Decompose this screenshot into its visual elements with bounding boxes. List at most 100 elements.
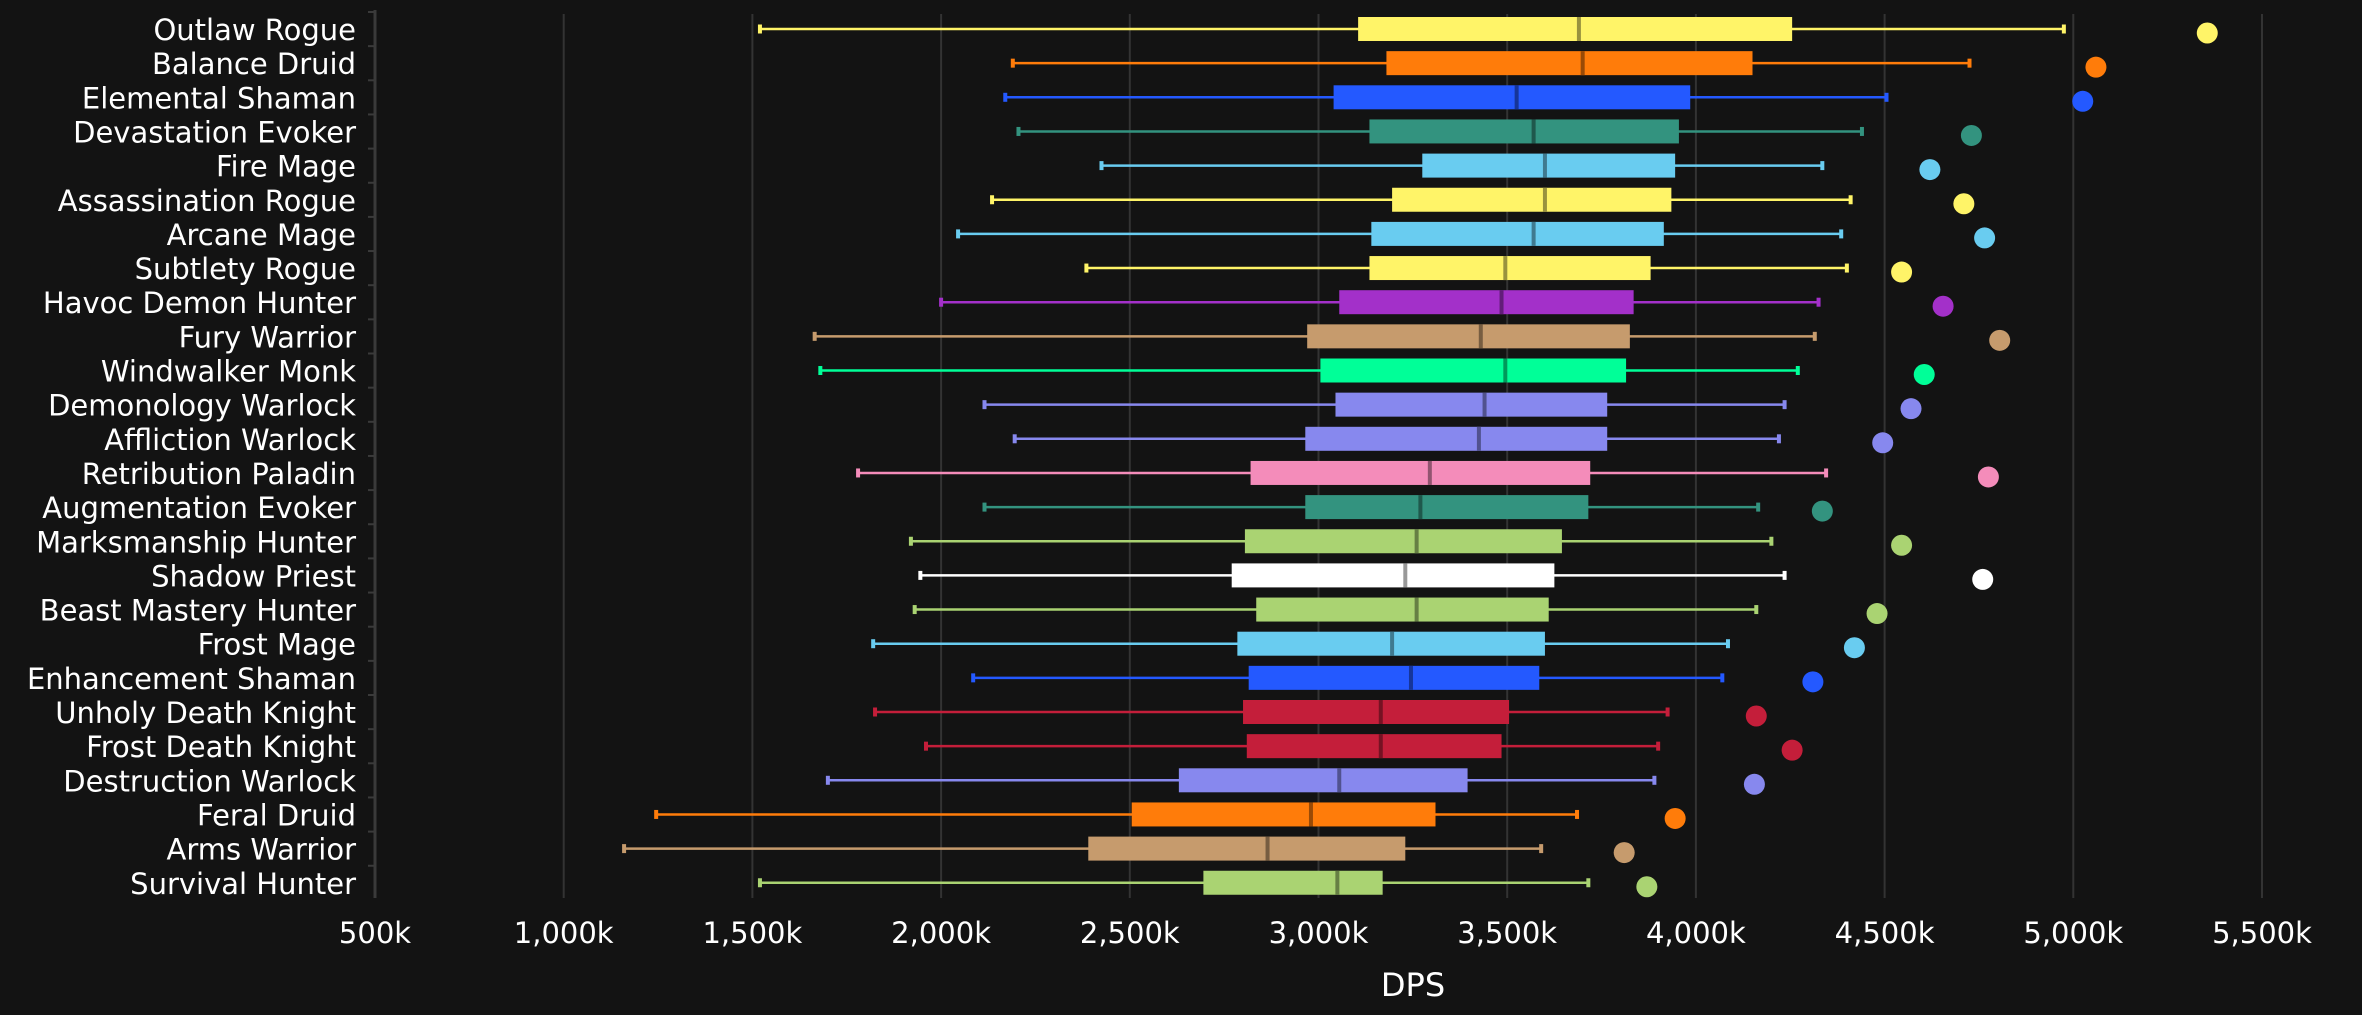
box-plot [654, 802, 1580, 827]
outlier-point [1636, 876, 1658, 898]
outlier-point [1913, 364, 1935, 385]
category-label: Enhancement Shaman [27, 662, 356, 696]
box-plot [908, 529, 1774, 554]
category-label: Assassination Rogue [58, 184, 356, 218]
box-plot [873, 700, 1670, 724]
outlier-point [1613, 842, 1635, 864]
category-label: Havoc Demon Hunter [43, 286, 356, 320]
outlier-point [1781, 739, 1803, 761]
outlier-point [1843, 637, 1865, 659]
y-axis-ticks [368, 11, 375, 867]
outlier-points [1613, 22, 2218, 898]
box-plot [990, 187, 1853, 212]
outlier-point [2085, 56, 2107, 78]
box-plot [818, 358, 1800, 383]
category-label: Demonology Warlock [48, 389, 356, 423]
iqr-box [1339, 290, 1634, 315]
outlier-point [1919, 159, 1941, 181]
outlier-point [1974, 227, 1996, 249]
box-plot [856, 460, 1829, 485]
iqr-box [1250, 460, 1591, 485]
outlier-point [1743, 773, 1765, 795]
box-plot [918, 563, 1787, 588]
x-tick-label: 4,000k [1646, 916, 1746, 950]
iqr-box [1369, 119, 1679, 144]
category-label: Outlaw Rogue [153, 13, 356, 47]
iqr-box [1307, 324, 1630, 349]
x-tick-label: 500k [339, 916, 411, 950]
iqr-box [1248, 665, 1540, 690]
iqr-box [1243, 700, 1510, 724]
category-label: Marksmanship Hunter [36, 525, 356, 559]
x-tick-label: 3,500k [1457, 916, 1557, 950]
box-plot [971, 665, 1725, 690]
iqr-box [1358, 17, 1793, 41]
outlier-point [1872, 432, 1894, 454]
iqr-box [1131, 802, 1436, 827]
outlier-point [1891, 534, 1913, 556]
box-plot [622, 836, 1544, 861]
outlier-point [2196, 22, 2218, 44]
iqr-box [1305, 426, 1608, 451]
iqr-box [1256, 597, 1549, 622]
iqr-box [1088, 836, 1406, 861]
iqr-box [1246, 734, 1502, 759]
iqr-box [1305, 495, 1589, 520]
category-label: Augmentation Evoker [42, 491, 356, 525]
category-label: Beast Mastery Hunter [40, 594, 356, 628]
grid-lines [562, 14, 2263, 898]
category-label: Unholy Death Knight [55, 696, 356, 730]
iqr-box [1320, 358, 1627, 383]
category-label: Fury Warrior [179, 320, 357, 354]
category-label: Frost Death Knight [86, 730, 356, 764]
x-tick-label: 2,500k [1080, 916, 1180, 950]
box-plot [939, 290, 1821, 315]
outlier-point [1932, 295, 1954, 317]
iqr-box [1371, 221, 1664, 246]
x-tick-label: 1,500k [702, 916, 802, 950]
category-label: Survival Hunter [130, 867, 356, 901]
box-plot [1099, 153, 1825, 178]
box-plot [924, 734, 1661, 759]
box-plot [757, 870, 1591, 895]
box-plot [757, 17, 2066, 41]
category-label: Shadow Priest [151, 559, 356, 593]
category-label: Frost Mage [198, 628, 356, 662]
iqr-box [1392, 187, 1672, 212]
iqr-box [1369, 256, 1651, 281]
category-label: Affliction Warlock [104, 423, 356, 457]
outlier-point [1953, 193, 1975, 215]
box-plot [956, 221, 1844, 246]
x-tick-label: 1,000k [514, 916, 614, 950]
category-label: Subtlety Rogue [135, 252, 356, 286]
outlier-point [1977, 466, 1999, 488]
category-label: Feral Druid [197, 798, 356, 832]
box-plot [1084, 256, 1849, 281]
category-label: Balance Druid [152, 47, 356, 81]
outlier-point [1664, 807, 1686, 829]
category-label: Elemental Shaman [82, 81, 356, 115]
iqr-box [1231, 563, 1555, 588]
outlier-point [1811, 500, 1833, 522]
box-plot [1012, 426, 1781, 451]
x-tick-label: 2,000k [891, 916, 991, 950]
x-tick-label: 4,500k [1835, 916, 1935, 950]
category-label: Destruction Warlock [63, 764, 356, 798]
box-plots [622, 17, 2066, 895]
outlier-point [2072, 90, 2094, 112]
iqr-box [1333, 85, 1691, 110]
outlier-point [1960, 124, 1982, 146]
category-label: Retribution Paladin [82, 457, 356, 491]
x-tick-label: 3,000k [1269, 916, 1369, 950]
box-plot [1010, 51, 1972, 76]
outlier-point [1989, 329, 2011, 351]
box-plot [871, 631, 1730, 656]
box-plot [912, 597, 1759, 622]
box-plot [1016, 119, 1864, 144]
box-plot [982, 392, 1787, 417]
outlier-point [1745, 705, 1767, 727]
outlier-point [1900, 398, 1922, 420]
box-plot [1003, 85, 1889, 110]
